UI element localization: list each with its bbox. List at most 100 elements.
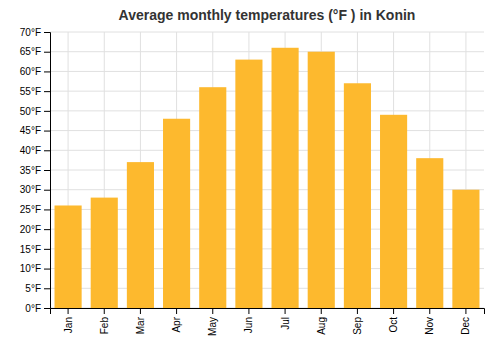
tick-mark [44,71,50,72]
tick-mark [68,308,69,314]
tick-label: 55°F [20,86,41,97]
tick-mark [176,308,177,314]
tick-label: 20°F [20,224,41,235]
tick: Aug [316,308,327,335]
tick-mark [321,308,322,314]
tick-label: Sep [352,317,363,335]
tick: 55°F [20,86,50,97]
tick: 25°F [20,204,50,215]
tick: 60°F [20,66,50,77]
grid [50,32,484,308]
grid-line-y [50,91,484,92]
tick: Feb [99,308,110,334]
tick-mark [44,170,50,171]
tick-label: 10°F [20,263,41,274]
tick-mark [44,91,50,92]
tick-mark [44,190,50,191]
grid-line-y [50,71,484,72]
tick: 35°F [20,165,50,176]
tick-mark [285,308,286,314]
y-axis: 0°F5°F10°F15°F20°F25°F30°F35°F40°F45°F50… [20,27,51,314]
tick-label: 0°F [25,303,41,314]
tick-label: Nov [424,317,435,335]
bars [55,48,480,308]
tick: Oct [388,308,399,333]
grid-line-y [50,110,484,111]
tick-mark [44,229,50,230]
tick-label: 15°F [20,244,41,255]
tick: 15°F [20,244,50,255]
bar [380,115,407,308]
tick: May [207,308,218,336]
tick: 70°F [20,27,50,38]
tick: 0°F [25,303,50,314]
tick-label: 35°F [20,165,41,176]
tick-label: Dec [460,317,471,335]
tick-label: 40°F [20,145,41,156]
tick-label: 5°F [25,283,41,294]
tick-mark [44,131,50,132]
bar [235,60,262,308]
bar [416,158,443,308]
grid-line-y [50,32,484,33]
tick-mark [44,32,50,33]
bar [127,162,154,308]
tick-mark [44,288,50,289]
plot: Jan Feb Mar Apr May Jun Jul Aug Sep Oct Nov Dec 0°F 5… [20,27,485,336]
axis-domain [51,309,485,315]
tick: 40°F [20,145,50,156]
tick: 20°F [20,224,50,235]
axis-domain [44,33,51,309]
tick-mark [104,308,105,314]
bar [91,198,118,308]
tick-mark [44,269,50,270]
tick-mark [248,308,249,314]
tick-label: 70°F [20,27,41,38]
tick: 10°F [20,263,50,274]
tick: Jul [280,308,291,330]
bar [199,87,226,308]
tick-label: Jan [63,317,74,333]
tick-label: 65°F [20,46,41,57]
tick-label: Feb [99,317,110,335]
tick-label: 25°F [20,204,41,215]
bar [272,48,299,308]
bar [308,52,335,308]
tick-label: Aug [316,317,327,335]
title: Average monthly temperatures (°F ) in Ko… [119,7,416,23]
tick-label: 50°F [20,106,41,117]
tick-mark [393,308,394,314]
tick: 50°F [20,106,50,117]
tick-mark [44,308,50,309]
bar [55,205,82,308]
x-axis: Jan Feb Mar Apr May Jun Jul Aug Sep Oct Nov Dec [51,308,485,336]
tick-label: 60°F [20,66,41,77]
tick-mark [429,308,430,314]
tick-label: Apr [171,316,182,332]
tick: Sep [352,308,363,335]
tick: Apr [171,308,182,333]
tick-mark [44,150,50,151]
tick-label: 45°F [20,125,41,136]
tick-label: Oct [388,317,399,333]
tick: Mar [135,308,146,334]
tick-label: Jun [243,317,254,333]
tick: Jun [243,308,254,333]
tick: Dec [460,308,471,335]
tick-mark [465,308,466,314]
grid-line-y [50,130,484,131]
tick-label: Mar [135,316,146,334]
chart: Average monthly temperatures (°F ) in Ko… [0,0,500,350]
tick: 45°F [20,125,50,136]
tick-mark [44,209,50,210]
tick: Jan [63,308,74,333]
tick-mark [44,111,50,112]
tick-mark [212,308,213,314]
bar [344,83,371,308]
tick-label: Jul [280,317,291,330]
grid-line-y [50,51,484,52]
tick-mark [44,249,50,250]
tick-mark [357,308,358,314]
tick: 65°F [20,46,50,57]
grid-line-y [50,150,484,151]
